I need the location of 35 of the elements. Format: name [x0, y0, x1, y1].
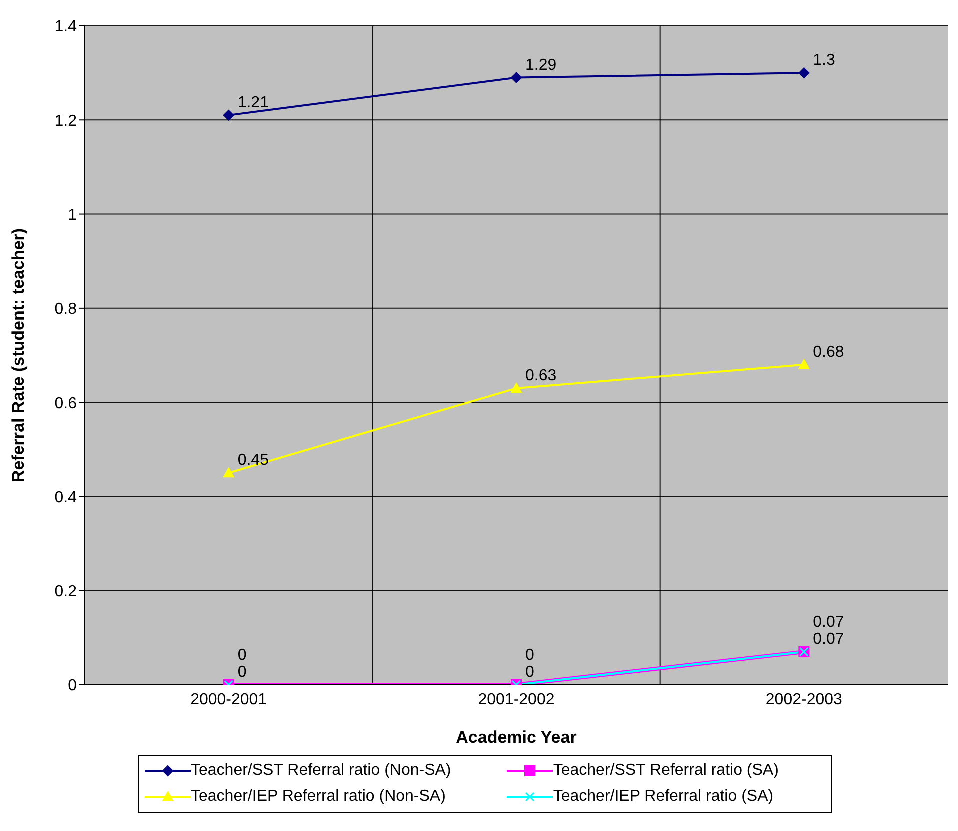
legend-label: Teacher/SST Referral ratio (Non-SA) — [191, 762, 452, 780]
legend-label: Teacher/SST Referral ratio (SA) — [553, 762, 779, 780]
data-label: 0.07 — [813, 614, 844, 632]
point — [511, 72, 522, 84]
x-tick-label: 2001-2002 — [478, 691, 555, 708]
y-tick-label: 0.4 — [54, 489, 78, 506]
data-label: 1.21 — [238, 94, 270, 112]
y-tick-label: 1.2 — [54, 112, 78, 130]
data-label: 1.29 — [526, 56, 557, 74]
data-label: 0 — [526, 664, 534, 681]
data-label: 0.68 — [813, 344, 844, 361]
point — [511, 382, 522, 393]
y-tick-label: 0.8 — [54, 301, 78, 318]
data-label: 0.63 — [526, 367, 557, 384]
legend-label: Teacher/IEP Referral ratio (Non-SA) — [191, 788, 446, 806]
data-label: 0.45 — [238, 452, 270, 470]
legend-label: Teacher/IEP Referral ratio (SA) — [553, 788, 774, 806]
point — [798, 68, 810, 79]
point — [223, 468, 234, 478]
data-label: 0 — [238, 647, 247, 664]
point — [223, 110, 234, 121]
x-tick-label: 2000-2001 — [190, 691, 268, 708]
y-tick-label: 1.4 — [54, 18, 78, 36]
y-tick-label: 0.2 — [54, 584, 78, 601]
data-label: 0 — [526, 647, 534, 664]
y-axis-title: Referral Rate (student: teacher) — [9, 228, 28, 483]
y-tick-label: 0.6 — [54, 395, 78, 412]
data-label: 1.3 — [813, 52, 836, 70]
y-tick-label: 1 — [68, 206, 78, 224]
point — [798, 359, 810, 370]
y-tick-label: 0 — [68, 678, 78, 695]
x-axis-title: Academic Year — [456, 728, 578, 747]
data-label: 0.07 — [813, 631, 844, 648]
x-tick-label: 2002-2003 — [766, 691, 843, 708]
data-label: 0 — [238, 664, 247, 681]
